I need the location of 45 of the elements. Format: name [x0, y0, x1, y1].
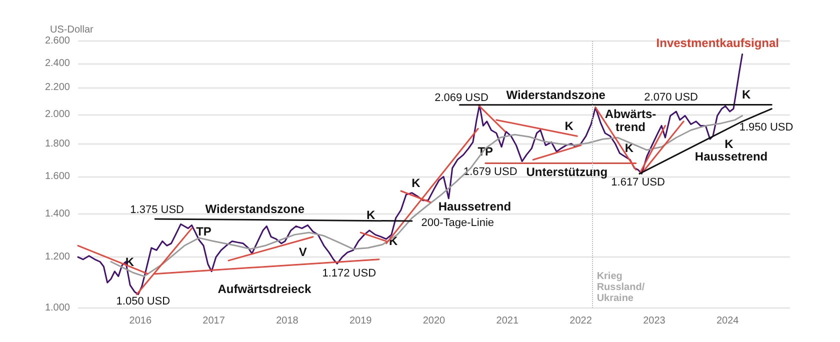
y-tick-label: 2.400	[44, 58, 70, 69]
annotation: Widerstandszone	[506, 88, 606, 102]
annotation: 200-Tage-Linie	[421, 217, 494, 230]
x-tick-label: 2021	[496, 316, 519, 326]
annotation: 1.375 USD	[130, 204, 184, 216]
annotation: V	[298, 244, 307, 259]
chart-title: Investmentkaufsignal	[656, 36, 779, 50]
y-axis-title: US-Dollar	[50, 24, 94, 36]
annotation: TP	[196, 224, 212, 238]
y-tick-label: 1.200	[44, 252, 70, 263]
x-tick-label: 2024	[716, 316, 740, 326]
annotation: Abwärts- trend	[604, 106, 656, 134]
x-tick-label: 2016	[129, 316, 152, 326]
annotation: Haussetrend	[694, 150, 768, 164]
annotation: K	[742, 88, 752, 102]
annotation: 1.172 USD	[322, 268, 376, 280]
x-tick-label: 2022	[570, 316, 592, 326]
y-tick-label: 1.800	[44, 138, 70, 150]
annotation: 2.070 USD	[644, 92, 698, 104]
annotation: 1.050 USD	[116, 295, 170, 308]
annotation: Unterstützung	[526, 165, 608, 180]
annotation: K	[366, 208, 376, 222]
annotation: K	[724, 137, 734, 152]
annotation: K	[564, 119, 574, 134]
y-tick-label: 1.600	[44, 171, 70, 182]
y-tick-label: 2.000	[44, 108, 70, 120]
x-tick-label: 2018	[276, 316, 299, 326]
x-tick-label: 2020	[422, 316, 446, 326]
annotation: K	[624, 140, 634, 155]
annotation: Widerstandszone	[205, 202, 305, 216]
x-tick-label: 2019	[349, 316, 372, 326]
annotation: 1.617 USD	[611, 176, 666, 189]
y-tick-label: 2.200	[44, 82, 70, 94]
y-tick-label: 1.400	[44, 208, 70, 220]
x-tick-label: 2017	[202, 316, 226, 326]
annotation: K	[412, 176, 421, 190]
annotation: Aufwärtsdreieck	[218, 282, 312, 296]
annotation: 2.069 USD	[434, 92, 488, 104]
annotation: 1.950 USD	[739, 121, 794, 134]
annotation: 1.679 USD	[463, 166, 518, 178]
y-tick-label: 2.600	[44, 36, 70, 46]
annotation: Haussetrend	[438, 199, 512, 214]
y-tick-label: 1.000	[44, 302, 70, 314]
x-tick-label: 2023	[643, 316, 666, 326]
ref-line-label: Krieg Russland/ Ukraine	[596, 271, 645, 304]
